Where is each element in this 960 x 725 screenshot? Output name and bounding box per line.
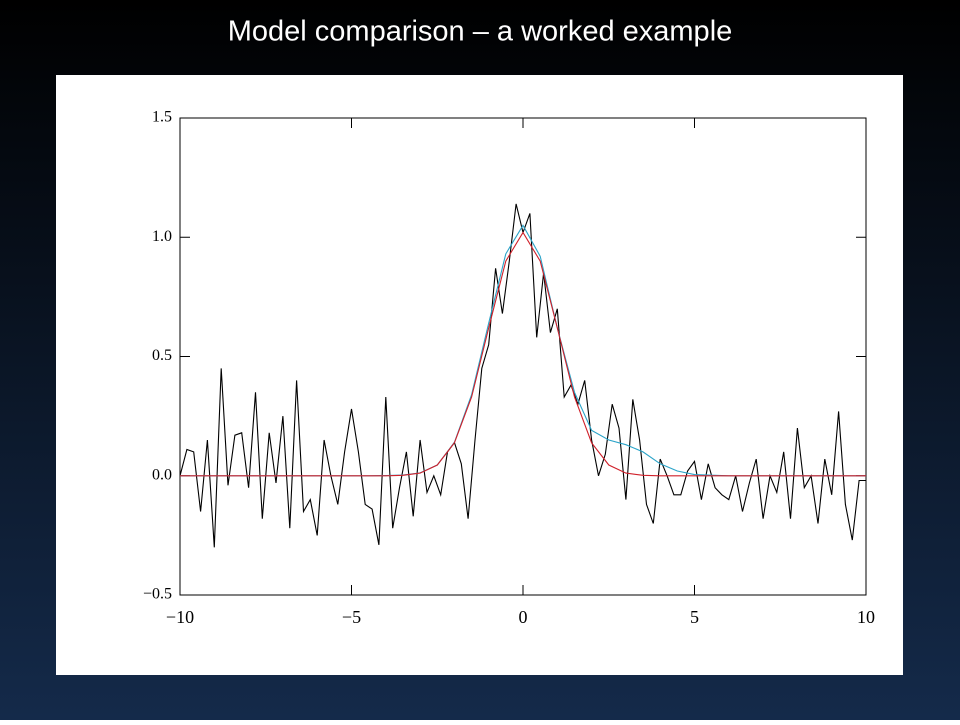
- y-tick-label: 1.5: [152, 109, 172, 126]
- y-tick-label: 0.0: [152, 466, 172, 483]
- y-tick-label: 1.0: [152, 228, 172, 245]
- x-tick-label: 5: [690, 607, 699, 627]
- x-tick-label: −5: [342, 607, 361, 627]
- data-line: [180, 231, 866, 477]
- chart-panel: [56, 75, 903, 675]
- y-tick-label: 0.5: [152, 347, 172, 364]
- x-tick-label: −10: [166, 607, 194, 627]
- x-tick-label: 10: [857, 607, 875, 627]
- slide-title: Model comparison – a worked example: [228, 16, 733, 48]
- y-tick-label: −0.5: [143, 586, 172, 603]
- x-tick-label: 0: [519, 607, 528, 627]
